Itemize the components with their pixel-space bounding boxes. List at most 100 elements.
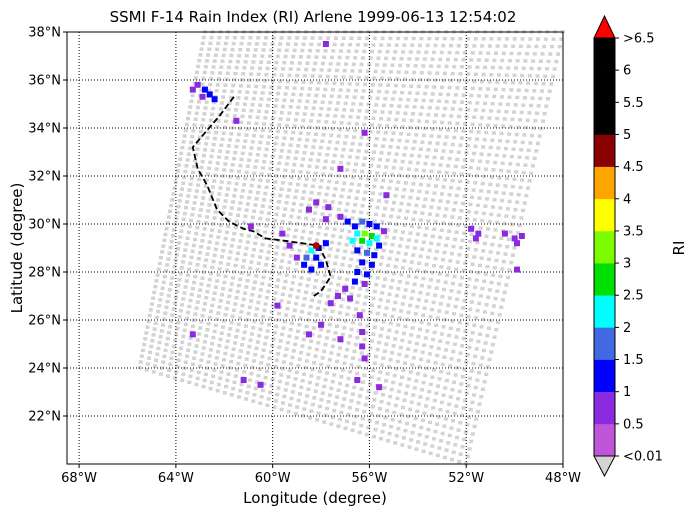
swath-footprint (295, 405, 300, 409)
swath-footprint (438, 57, 443, 62)
swath-footprint (201, 76, 206, 81)
swath-footprint (294, 370, 299, 375)
swath-footprint (265, 217, 270, 222)
swath-footprint (364, 295, 369, 299)
swath-footprint (182, 211, 187, 216)
swath-footprint (460, 445, 465, 449)
swath-footprint (171, 270, 176, 274)
swath-footprint (302, 36, 307, 40)
swath-footprint (378, 370, 383, 374)
swath-footprint (206, 246, 211, 250)
swath-footprint (327, 140, 332, 144)
rain-cell (361, 355, 368, 362)
swath-footprint (481, 211, 486, 216)
swath-footprint (192, 237, 197, 242)
swath-footprint (343, 426, 348, 431)
swath-footprint (393, 441, 398, 445)
swath-footprint (193, 312, 198, 316)
swath-footprint (217, 267, 222, 271)
swath-footprint (335, 359, 340, 364)
swath-footprint (184, 316, 189, 321)
swath-footprint (216, 382, 221, 387)
swath-footprint (431, 406, 436, 410)
swath-footprint (509, 192, 514, 196)
swath-footprint (307, 311, 312, 316)
swath-footprint (351, 62, 356, 67)
swath-footprint (324, 81, 329, 85)
swath-footprint (340, 188, 345, 192)
swath-footprint (325, 113, 330, 118)
swath-footprint (466, 314, 471, 319)
swath-footprint (250, 254, 255, 258)
swath-footprint (203, 106, 208, 110)
swath-footprint (197, 177, 202, 182)
swath-footprint (443, 142, 448, 146)
swath-footprint (451, 349, 456, 354)
swath-footprint (403, 252, 408, 256)
swath-footprint (390, 243, 395, 247)
swath-footprint (338, 88, 343, 92)
swath-footprint (253, 48, 258, 52)
swath-footprint (431, 263, 436, 268)
swath-footprint (235, 138, 240, 143)
swath-footprint (399, 309, 404, 313)
swath-footprint (390, 351, 395, 355)
swath-footprint (309, 264, 314, 268)
swath-footprint (214, 130, 219, 135)
swath-footprint (292, 274, 297, 279)
swath-footprint (423, 336, 428, 340)
swath-footprint (289, 287, 294, 292)
swath-footprint (422, 343, 427, 347)
swath-footprint (360, 204, 365, 208)
swath-footprint (282, 286, 287, 290)
swath-footprint (528, 141, 533, 145)
swath-footprint (388, 321, 393, 326)
swath-footprint (244, 246, 249, 251)
swath-footprint (465, 422, 470, 427)
swath-footprint (262, 122, 267, 126)
swath-footprint (336, 174, 341, 178)
swath-footprint (258, 178, 263, 183)
swath-footprint (392, 124, 397, 129)
swath-footprint (330, 200, 335, 204)
swath-footprint (272, 110, 277, 114)
swath-footprint (474, 210, 479, 215)
swath-footprint (278, 265, 283, 270)
swath-footprint (255, 229, 260, 233)
rain-cell (313, 199, 320, 206)
swath-footprint (298, 209, 303, 213)
swath-footprint (337, 241, 342, 246)
swath-footprint (352, 314, 357, 318)
swath-footprint (296, 363, 301, 368)
swath-footprint (434, 323, 439, 328)
swath-footprint (440, 294, 445, 299)
swath-footprint (251, 359, 256, 363)
swath-footprint (404, 317, 409, 322)
swath-footprint (283, 207, 288, 211)
y-tick-label: 38°N (28, 26, 61, 41)
swath-footprint (263, 302, 268, 306)
swath-footprint (224, 193, 229, 197)
swath-footprint (396, 36, 401, 41)
swath-footprint (237, 283, 242, 288)
swath-footprint (501, 259, 506, 264)
swath-footprint (444, 378, 449, 383)
swath-footprint (306, 170, 311, 175)
rain-cell (189, 331, 196, 338)
swath-footprint (154, 358, 159, 362)
rain-cells (189, 41, 525, 391)
swath-footprint (210, 112, 215, 117)
swath-footprint (239, 382, 244, 387)
swath-footprint (482, 380, 487, 384)
swath-footprint (372, 398, 377, 402)
swath-footprint (408, 195, 413, 200)
swath-footprint (273, 364, 278, 369)
swath-footprint (323, 159, 328, 164)
swath-footprint (445, 409, 450, 414)
swath-footprint (485, 333, 490, 338)
swath-footprint (488, 250, 493, 254)
swath-footprint (190, 134, 195, 139)
swath-footprint (395, 257, 400, 262)
swath-footprint (354, 162, 359, 166)
swath-footprint (456, 186, 461, 191)
